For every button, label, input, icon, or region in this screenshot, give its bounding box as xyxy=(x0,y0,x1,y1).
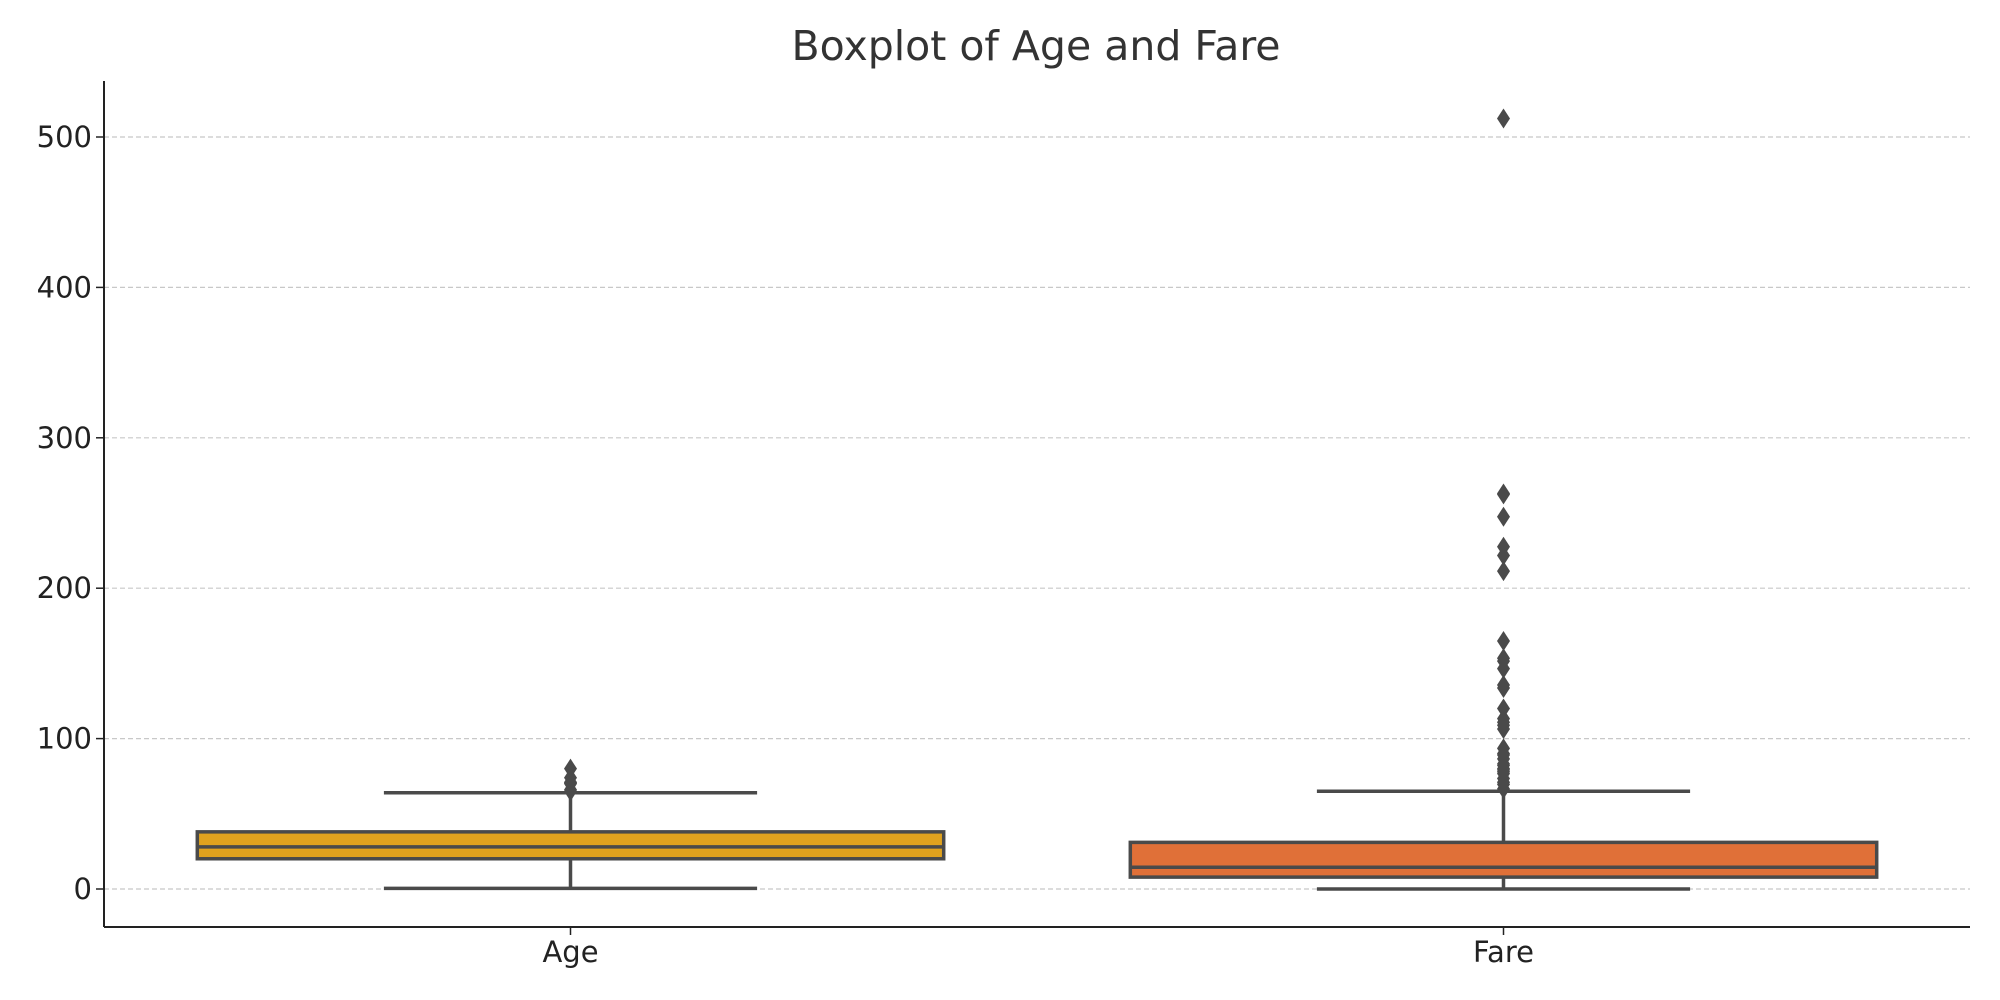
chart-title: Boxplot of Age and Fare xyxy=(792,22,1281,70)
x-axis-ticks: Age Fare xyxy=(542,927,1534,969)
iqr-box xyxy=(1128,840,1879,879)
boxes xyxy=(195,108,1879,891)
outlier-point xyxy=(1497,698,1510,719)
outlier-point xyxy=(1497,561,1510,582)
outlier-point xyxy=(1497,536,1510,557)
y-tick-label: 200 xyxy=(37,571,92,605)
outlier-point xyxy=(1497,708,1510,729)
outlier-point xyxy=(564,758,577,779)
outlier-point xyxy=(1497,483,1510,504)
y-tick-label: 400 xyxy=(37,270,92,304)
y-tick-label: 300 xyxy=(37,421,92,455)
outlier-point xyxy=(1497,738,1510,759)
gridlines xyxy=(104,136,1970,890)
x-tick-label: Age xyxy=(542,935,598,969)
outlier-point xyxy=(1497,631,1510,652)
outlier-point xyxy=(1497,675,1510,696)
y-tick-label: 0 xyxy=(74,872,92,906)
y-axis-ticks: 0 100 200 300 400 500 xyxy=(37,120,104,906)
outlier-point xyxy=(1497,506,1510,527)
outlier-point xyxy=(1497,108,1510,129)
box-fare xyxy=(1128,108,1879,891)
y-tick-label: 100 xyxy=(37,722,92,756)
y-tick-label: 500 xyxy=(37,120,92,154)
outlier-point xyxy=(1497,648,1510,669)
x-tick-label: Fare xyxy=(1473,935,1534,969)
box-age xyxy=(195,758,946,891)
